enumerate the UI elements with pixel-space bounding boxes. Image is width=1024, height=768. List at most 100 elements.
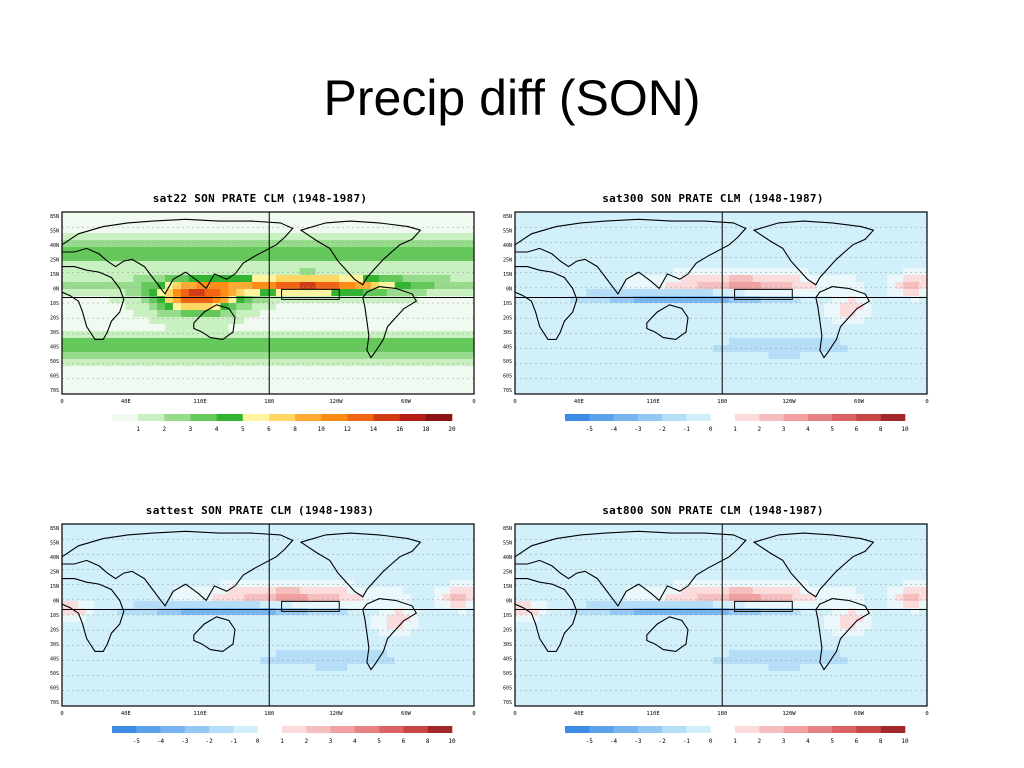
field-cell <box>157 296 166 304</box>
field-cell <box>275 622 285 630</box>
field-cell <box>800 226 809 234</box>
field-cell <box>895 324 904 332</box>
field-cell <box>689 524 698 532</box>
field-cell <box>196 303 206 311</box>
field-cell <box>363 587 372 595</box>
coastline <box>646 304 689 340</box>
field-cell <box>77 643 87 651</box>
field-cell <box>847 587 857 595</box>
field-cell <box>260 296 269 304</box>
field-cell <box>355 671 364 679</box>
field-cell <box>570 587 579 595</box>
field-cell <box>586 247 595 255</box>
field-cell <box>697 282 706 290</box>
field-cell <box>363 212 372 220</box>
field-cell <box>275 380 285 388</box>
field-cell <box>792 303 801 311</box>
field-cell <box>673 317 682 325</box>
field-cell <box>442 254 451 262</box>
field-cell <box>165 615 174 623</box>
field-cell <box>220 254 229 262</box>
field-cell <box>538 282 548 290</box>
field-cell <box>315 545 324 553</box>
field-cell <box>339 601 348 609</box>
field-cell <box>410 643 419 651</box>
field-cell <box>69 331 79 339</box>
field-cell <box>236 282 245 290</box>
field-cell <box>578 254 587 262</box>
field-cell <box>657 380 666 388</box>
field-cell <box>760 254 769 262</box>
field-cell <box>252 275 261 283</box>
field-cell <box>776 580 785 588</box>
field-cell <box>371 573 380 581</box>
field-cell <box>903 387 912 395</box>
field-cell <box>713 524 722 532</box>
field-cell <box>141 664 150 672</box>
field-cell <box>77 226 87 234</box>
field-cell <box>363 282 372 290</box>
field-cell <box>625 233 635 241</box>
field-cell <box>665 580 674 588</box>
field-cell <box>760 282 769 290</box>
field-cell <box>165 296 174 304</box>
field-cell <box>681 352 690 360</box>
field-cell <box>291 261 301 269</box>
field-cell <box>649 538 659 546</box>
field-cell <box>847 240 857 248</box>
field-cell <box>515 275 524 283</box>
field-cell <box>871 573 880 581</box>
field-cell <box>355 240 364 248</box>
field-cell <box>522 387 532 395</box>
field-cell <box>602 380 611 388</box>
field-cell <box>466 643 475 651</box>
field-cell <box>101 573 110 581</box>
field-cell <box>418 594 427 602</box>
field-cell <box>847 268 857 276</box>
field-cell <box>307 247 316 255</box>
field-cell <box>69 552 79 560</box>
field-cell <box>378 538 388 546</box>
field-cell <box>808 608 817 616</box>
field-cell <box>172 331 182 339</box>
field-cell <box>62 538 71 546</box>
field-cell <box>641 268 651 276</box>
field-cell <box>62 699 71 707</box>
longitude-label: 180 <box>717 399 727 405</box>
field-cell <box>434 559 443 567</box>
field-cell <box>847 289 857 297</box>
field-cell <box>594 310 603 318</box>
field-cell <box>386 324 396 332</box>
field-cell <box>62 226 71 234</box>
field-cell <box>402 538 412 546</box>
field-cell <box>530 324 540 332</box>
field-cell <box>522 254 532 262</box>
field-cell <box>641 552 651 560</box>
field-cell <box>69 247 79 255</box>
field-cell <box>347 629 356 637</box>
field-cell <box>744 524 754 532</box>
field-cell <box>244 643 253 651</box>
latitude-label: 55N <box>503 229 512 235</box>
field-cell <box>450 352 459 360</box>
field-cell <box>220 699 229 707</box>
field-cell <box>291 268 301 276</box>
field-cell <box>808 240 817 248</box>
field-cell <box>618 331 627 339</box>
field-cell <box>299 310 309 318</box>
field-cell <box>911 310 920 318</box>
field-cell <box>919 566 928 574</box>
field-cell <box>347 303 356 311</box>
field-cell <box>275 233 285 241</box>
field-cell <box>125 373 134 381</box>
field-cell <box>339 275 348 283</box>
field-cell <box>855 587 865 595</box>
field-cell <box>800 538 809 546</box>
field-cell <box>784 524 793 532</box>
field-cell <box>665 373 674 381</box>
field-cell <box>633 566 643 574</box>
field-cell <box>180 692 190 700</box>
field-cell <box>530 573 540 581</box>
field-cell <box>442 615 451 623</box>
field-cell <box>434 545 443 553</box>
